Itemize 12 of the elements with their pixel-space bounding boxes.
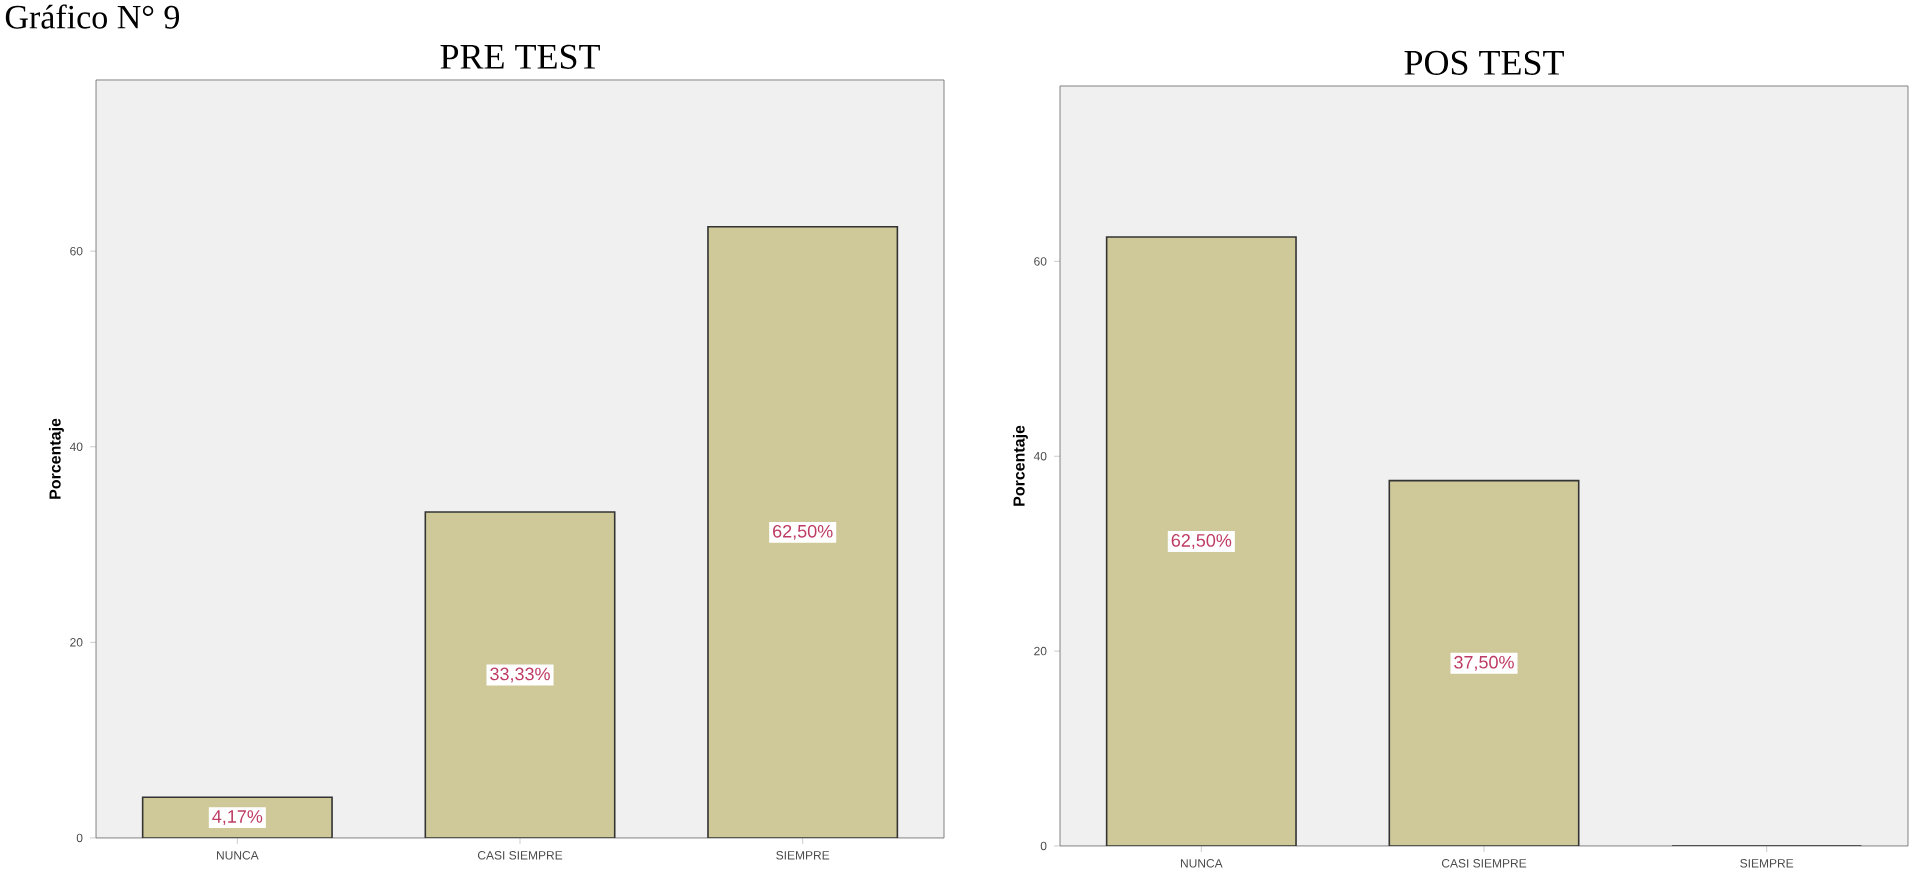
bar <box>707 225 899 838</box>
y-axis-title: Porcentaje <box>1012 425 1028 506</box>
bar <box>424 511 616 838</box>
data-label: 37,50% <box>1454 655 1514 671</box>
data-label: 62,50% <box>773 524 833 540</box>
data-label: 33,33% <box>490 667 550 683</box>
y-axis-title: Porcentaje <box>48 418 64 499</box>
text: Gráfico N° 9 <box>5 4 180 29</box>
chart-title: PRE TEST <box>440 44 600 69</box>
data-label: 4,17% <box>212 810 263 825</box>
chart-title: POS TEST <box>1404 50 1564 75</box>
data-label: 62,50% <box>1171 534 1232 549</box>
